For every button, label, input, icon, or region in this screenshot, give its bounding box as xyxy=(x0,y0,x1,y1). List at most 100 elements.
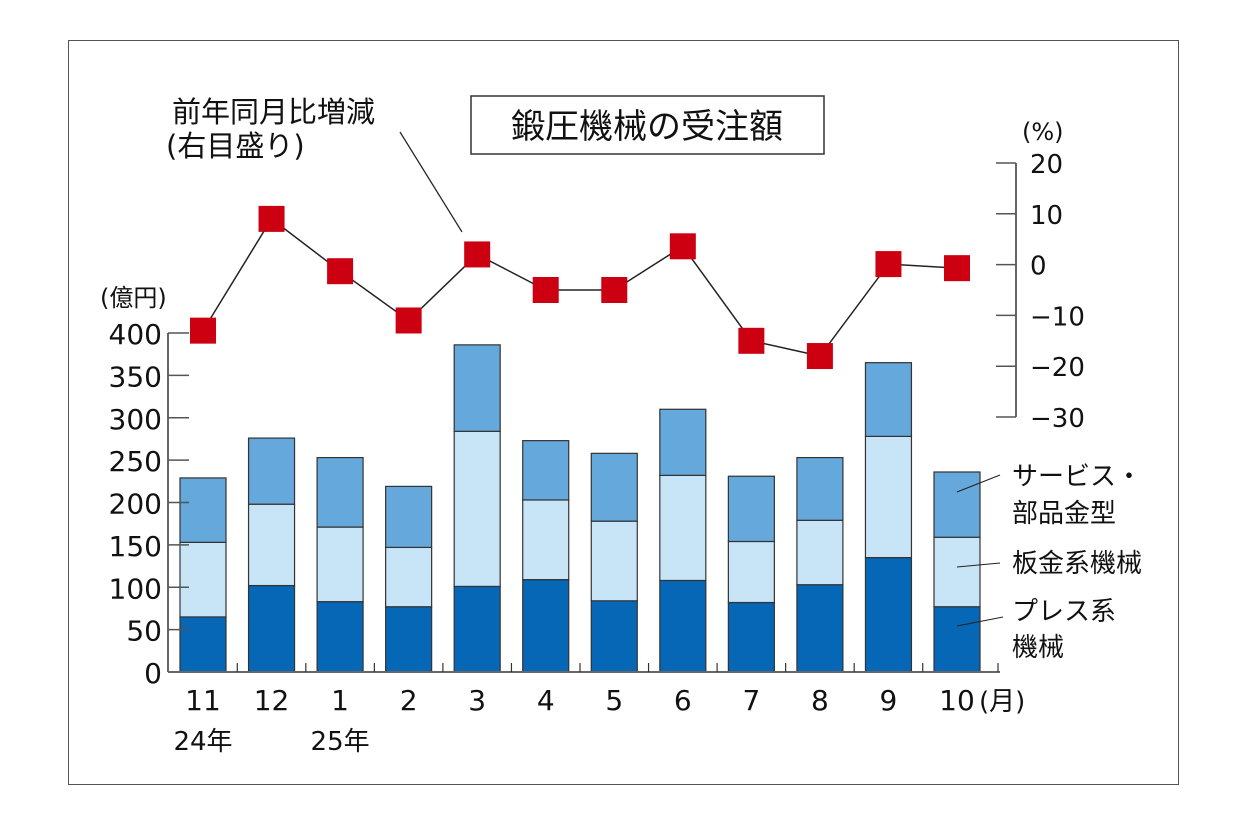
bar-segment-0-7 xyxy=(727,601,775,673)
x-tick-label: 5 xyxy=(605,684,623,717)
line-label-leader xyxy=(399,131,463,233)
legend-label-1: 板金系機械 xyxy=(1012,549,1142,579)
x-tick-label: 12 xyxy=(254,684,290,717)
left-tick-label: 50 xyxy=(126,615,162,648)
right-tick-label: −20 xyxy=(1030,353,1085,383)
bar-segment-1-10 xyxy=(933,536,981,608)
bar-segment-1-4 xyxy=(522,499,570,581)
bar-segment-2-6 xyxy=(659,408,707,476)
x-tick-label: 9 xyxy=(880,684,898,717)
bar-segment-0-4 xyxy=(522,579,570,673)
bar-segment-0-11 xyxy=(179,616,227,673)
bar-segment-0-9 xyxy=(864,556,913,673)
x-tick-label: 8 xyxy=(811,684,829,717)
x-tick-label: 6 xyxy=(674,684,692,717)
legend-label-2: サービス・ xyxy=(1012,462,1142,492)
yoy-marker-8 xyxy=(806,343,833,370)
bar-segment-0-1 xyxy=(316,601,364,673)
bar-segment-0-12 xyxy=(247,584,296,673)
year-label: 24年 xyxy=(173,727,232,757)
x-tick-label: 1 xyxy=(331,684,349,717)
labels-layer: 鍛圧機械の受注額 前年同月比増減(右目盛り) サービス・部品金型板金系機械プレス系機… xyxy=(166,95,1142,663)
bar-segment-0-8 xyxy=(796,584,844,673)
bar-segment-2-3 xyxy=(453,344,501,432)
bar-segment-1-1 xyxy=(316,526,364,603)
bar-segment-0-3 xyxy=(453,585,501,673)
left-tick-label: 300 xyxy=(109,403,162,436)
yoy-marker-7 xyxy=(738,327,765,354)
x-tick-label: 3 xyxy=(468,684,486,717)
yoy-marker-1 xyxy=(327,258,354,285)
left-tick-label: 0 xyxy=(144,657,162,690)
bar-segment-2-4 xyxy=(522,440,570,501)
legend-label-0: プレス系 xyxy=(1012,597,1116,627)
bar-segment-1-12 xyxy=(247,503,296,587)
legend-leader-1 xyxy=(956,562,1001,568)
bar-segment-1-9 xyxy=(864,435,913,559)
bar-segment-2-5 xyxy=(590,452,638,522)
left-tick-label: 250 xyxy=(109,445,162,478)
right-tick-label: 10 xyxy=(1030,201,1063,231)
year-label: 25年 xyxy=(311,727,370,757)
yoy-marker-4 xyxy=(532,277,559,303)
bar-segment-0-2 xyxy=(385,606,433,673)
y2-axis-unit-label: (%) xyxy=(1022,118,1064,146)
title-box xyxy=(470,95,825,155)
right-tick-label: −10 xyxy=(1030,302,1085,332)
yoy-marker-11 xyxy=(190,317,216,344)
bar-segment-2-10 xyxy=(933,471,981,538)
bar-segment-2-1 xyxy=(316,456,364,528)
x-axis-unit-label: (月) xyxy=(979,687,1025,717)
yoy-marker-2 xyxy=(395,307,422,334)
bar-segment-2-11 xyxy=(179,477,227,543)
bar-segment-2-9 xyxy=(864,362,913,437)
chart-title: 鍛圧機械の受注額 xyxy=(511,107,783,147)
x-tick-label: 10 xyxy=(939,684,975,717)
yoy-marker-5 xyxy=(601,277,628,303)
left-tick-label: 200 xyxy=(109,488,162,521)
bar-segment-0-5 xyxy=(590,600,638,673)
left-tick-label: 150 xyxy=(109,530,162,563)
legend-label-2: 部品金型 xyxy=(1012,499,1116,529)
x-tick-label: 7 xyxy=(742,684,760,717)
bar-segment-1-2 xyxy=(385,546,433,608)
left-tick-label: 400 xyxy=(109,318,162,351)
x-tick-label: 11 xyxy=(185,684,221,717)
bar-segment-1-8 xyxy=(796,519,844,586)
line-layer xyxy=(190,205,970,370)
chart-frame xyxy=(68,40,1179,785)
bar-segment-1-7 xyxy=(727,540,775,604)
bars-layer xyxy=(179,344,981,673)
yoy-line xyxy=(202,217,958,357)
yoy-marker-3 xyxy=(464,241,491,268)
yoy-marker-10 xyxy=(944,255,970,282)
bar-segment-1-11 xyxy=(179,541,227,618)
bar-segment-0-10 xyxy=(933,606,981,673)
y-axis-unit-label: (億円) xyxy=(100,284,167,312)
bar-segment-2-12 xyxy=(247,437,296,505)
bar-segment-1-3 xyxy=(453,430,501,588)
line-series-sublabel: (右目盛り) xyxy=(166,129,305,163)
bar-segment-2-8 xyxy=(796,456,844,521)
bar-segment-0-6 xyxy=(659,579,707,673)
bar-segment-2-7 xyxy=(727,475,775,543)
left-tick-label: 350 xyxy=(109,360,162,393)
right-tick-label: −30 xyxy=(1030,404,1085,434)
x-tick-label: 2 xyxy=(400,684,418,717)
legend-label-0: 機械 xyxy=(1012,633,1064,663)
yoy-marker-9 xyxy=(875,251,902,278)
legend-leader-2 xyxy=(956,474,1001,493)
bar-segment-1-5 xyxy=(590,520,638,602)
legend-leader-0 xyxy=(956,616,1004,627)
right-tick-label: 20 xyxy=(1030,150,1063,180)
bar-segment-2-2 xyxy=(385,485,433,549)
left-tick-label: 100 xyxy=(109,572,162,605)
right-tick-label: 0 xyxy=(1030,252,1047,282)
yoy-marker-6 xyxy=(669,233,696,260)
line-series-label: 前年同月比増減 xyxy=(172,95,375,129)
yoy-marker-12 xyxy=(258,205,285,232)
x-tick-label: 4 xyxy=(537,684,555,717)
bar-segment-1-6 xyxy=(659,474,707,582)
